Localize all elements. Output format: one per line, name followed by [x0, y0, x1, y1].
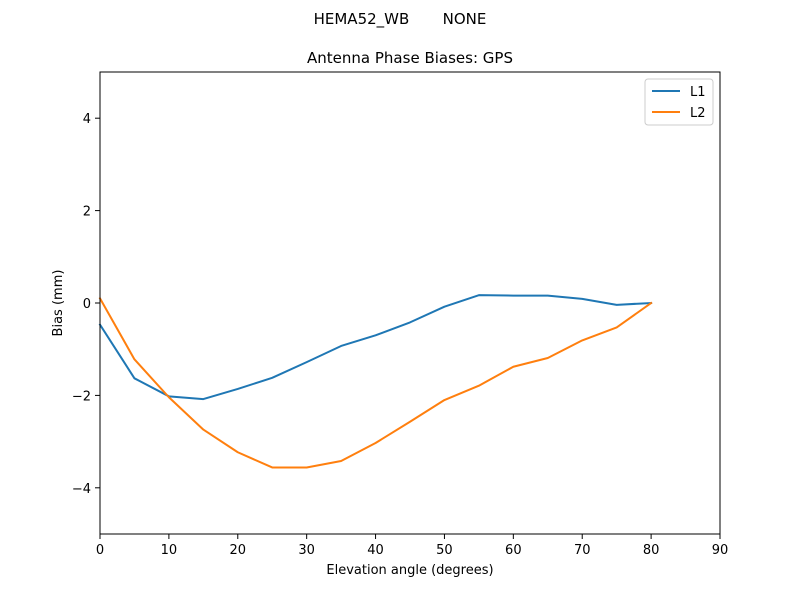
series-layer — [98, 294, 653, 469]
y-tick-label: −4 — [72, 482, 91, 497]
y-tick-label: −2 — [72, 389, 91, 404]
y-tick-label: 0 — [83, 297, 91, 312]
x-axis-label: Elevation angle (degrees) — [326, 563, 493, 578]
x-tick-label: 60 — [505, 543, 522, 558]
x-tick-label: 70 — [574, 543, 591, 558]
x-tick-label: 10 — [161, 543, 178, 558]
legend-label-l2: L2 — [690, 106, 706, 121]
x-tick-label: 0 — [96, 543, 104, 558]
plot-frame — [99, 71, 721, 535]
series-line-l2 — [98, 297, 653, 469]
figure-suptitle: HEMA52_WB NONE — [314, 10, 487, 29]
y-axis: −4 −2 0 2 4 — [72, 112, 100, 497]
x-tick-label: 80 — [643, 543, 660, 558]
y-tick-label: 2 — [83, 205, 91, 220]
y-tick-label: 4 — [83, 112, 91, 127]
series-line-l1 — [98, 294, 653, 401]
legend-label-l1: L1 — [690, 85, 706, 100]
x-tick-label: 90 — [712, 543, 729, 558]
x-tick-label: 20 — [230, 543, 247, 558]
x-axis: 0 10 20 30 40 50 60 70 80 90 — [96, 534, 728, 558]
x-tick-label: 40 — [367, 543, 384, 558]
chart-title: Antenna Phase Biases: GPS — [307, 49, 513, 67]
y-axis-label: Bias (mm) — [51, 270, 66, 337]
x-tick-label: 30 — [298, 543, 315, 558]
x-tick-label: 50 — [436, 543, 453, 558]
